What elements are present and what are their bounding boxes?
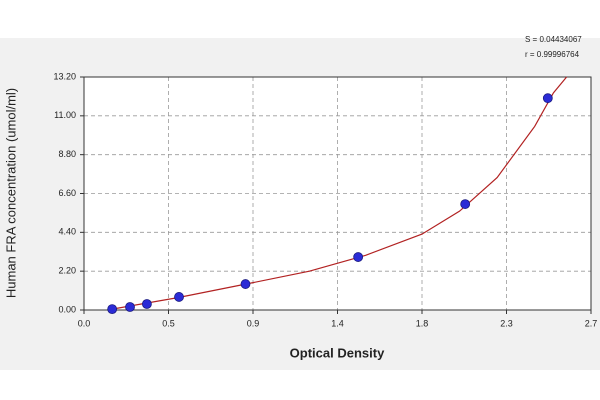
- x-tick-label: 0.0: [78, 318, 91, 328]
- x-tick-label: 1.8: [416, 318, 429, 328]
- y-tick-label: 6.60: [58, 188, 76, 198]
- x-axis-label: Optical Density: [290, 345, 385, 360]
- annotation: S = 0.04434067: [525, 35, 582, 44]
- data-point: [142, 299, 152, 309]
- y-tick-label: 13.20: [53, 71, 76, 81]
- y-tick-label: 0.00: [58, 304, 76, 314]
- x-tick-label: 1.4: [331, 318, 344, 328]
- data-point: [542, 93, 553, 104]
- data-point: [460, 199, 471, 209]
- data-point: [107, 304, 118, 315]
- x-tick-label: 2.7: [585, 318, 598, 328]
- plot-frame: [83, 76, 592, 311]
- x-tick-label: 0.9: [247, 318, 260, 328]
- y-tick-label: 4.40: [58, 227, 76, 237]
- x-tick-label: 0.5: [162, 318, 175, 328]
- x-tick-label: 2.3: [500, 318, 513, 328]
- y-tick-label: 11.00: [54, 110, 76, 120]
- data-point: [240, 279, 251, 289]
- y-axis-label: Human FRA concentration (umol/ml): [3, 88, 18, 298]
- fit-curve: [112, 76, 568, 310]
- data-point: [353, 252, 364, 262]
- annotation: r = 0.99996764: [525, 50, 580, 59]
- data-point: [125, 302, 135, 312]
- y-tick-label: 8.80: [58, 149, 76, 159]
- data-point: [174, 292, 184, 302]
- y-tick-label: 2.20: [58, 266, 76, 276]
